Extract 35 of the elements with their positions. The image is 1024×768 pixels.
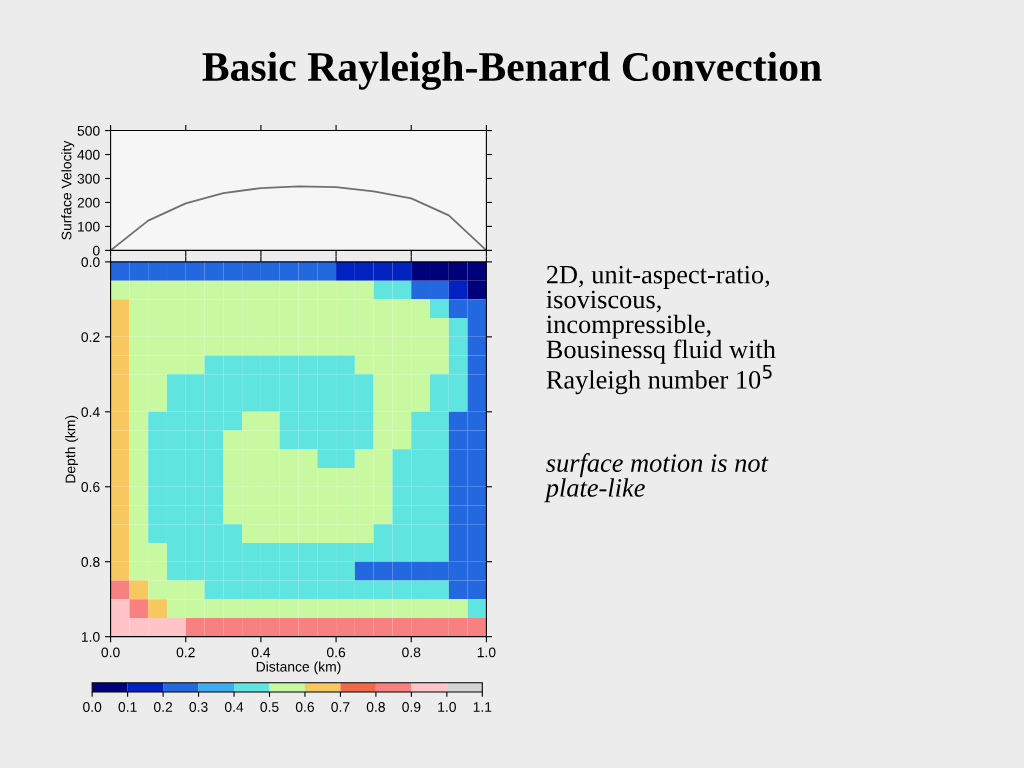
x-tick-label: 0.6 <box>326 647 346 658</box>
x-tick-label: 0.0 <box>101 647 120 658</box>
y-tick-label: 1.0 <box>81 632 100 642</box>
color-bar-label: 0.7 <box>331 702 350 712</box>
y-axis-title: Surface Velocity <box>61 140 75 240</box>
y-tick-label: 300 <box>77 173 100 184</box>
y-tick-label: 0.8 <box>81 557 100 567</box>
y-tick-label: 100 <box>78 221 100 232</box>
y-tick-label: 500 <box>77 125 100 136</box>
y-tick-label: 0.0 <box>81 257 100 268</box>
text: surface motion is not plate-like <box>544 453 769 503</box>
color-bar-label: 0.6 <box>295 702 315 712</box>
y-tick-label: 400 <box>77 149 100 160</box>
color-bar-label: 0.1 <box>118 702 137 712</box>
y-tick-label: 0 <box>92 245 100 256</box>
color-bar-label: 0.2 <box>153 702 173 712</box>
chart-title: Basic Rayleigh-Benard Convection <box>202 51 822 90</box>
color-bar-label: 0.3 <box>189 702 208 712</box>
y-tick-label: 0.2 <box>81 332 100 343</box>
x-axis-title: Distance (km) <box>256 661 341 675</box>
y-tick-label: 0.6 <box>81 482 100 492</box>
y-axis-title: Depth (km) <box>65 415 79 483</box>
color-bar-label: 1.0 <box>438 702 456 712</box>
x-tick-label: 0.8 <box>402 647 421 658</box>
text: 2D, unit-aspect-ratio, isoviscous, incompressible, Bousinessq fluid with Rayleigh number 10$^{5}$ <box>546 265 776 395</box>
x-tick-label: 1.0 <box>477 647 496 658</box>
color-bar-label: 0.5 <box>260 702 279 712</box>
color-bar-label: 0.8 <box>366 702 385 712</box>
x-tick-label: 0.4 <box>251 647 271 658</box>
x-tick-label: 0.2 <box>176 647 195 658</box>
color-bar-label: 0.4 <box>224 702 244 712</box>
y-tick-label: 0.4 <box>81 407 100 417</box>
y-tick-label: 200 <box>77 197 100 208</box>
color-bar-label: 0.9 <box>402 702 421 712</box>
color-bar-label: 1.1 <box>473 702 492 712</box>
